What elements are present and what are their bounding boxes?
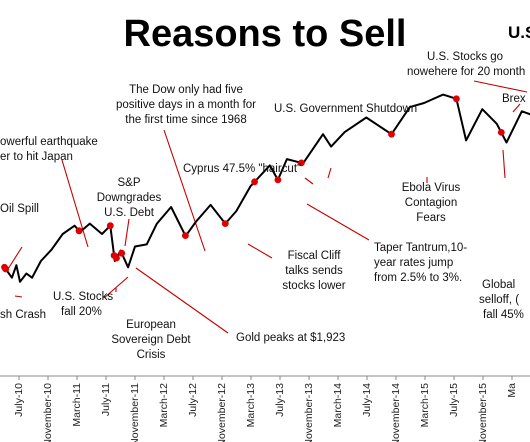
x-tick-label: November-10 — [42, 383, 54, 442]
annotation-oil-spill: Oil Spill — [0, 203, 39, 215]
x-tick-label: March-11 — [71, 383, 83, 427]
annotation-taper-line3: from 2.5% to 3%. — [374, 272, 462, 284]
annotation-euro-line3: Crisis — [137, 349, 166, 361]
annotation-flash-crash: sh Crash — [0, 309, 46, 321]
x-tick-label: July-11 — [100, 383, 112, 416]
leader-dow — [163, 129, 206, 252]
event-marker-1 — [2, 265, 10, 273]
annotation-nowhere-line1: U.S. Stocks go — [427, 51, 503, 63]
event-marker-12 — [298, 159, 305, 167]
x-tick-label: July-10 — [13, 383, 25, 417]
event-marker-9 — [221, 220, 229, 228]
annotation-dow-line2: positive days in a month for — [116, 99, 256, 111]
leader-lines — [7, 80, 528, 334]
x-tick-label: July-12 — [187, 383, 199, 417]
annotation-ebola-line1: Ebola Virus — [402, 182, 461, 194]
price-series — [3, 93, 530, 283]
annotation-stocks20-line2: fall 20% — [61, 306, 102, 318]
annotation-dow-line1: The Dow only had five — [129, 84, 243, 96]
x-tick-label: March-15 — [419, 383, 431, 428]
leader-brexit — [512, 103, 521, 113]
x-tick-labels: July-10 November-10 March-11 July-11 Novembe… — [13, 376, 518, 442]
chart-title: Reasons to Sell — [124, 13, 407, 55]
annotation-stocks20-line1: U.S. Stocks — [53, 291, 113, 303]
x-tick-label: March-12 — [158, 383, 170, 428]
annotation-sp-line3: U.S. Debt — [104, 207, 155, 219]
event-marker-16 — [497, 129, 505, 136]
annotation-earthquake-line2: er to hit Japan — [0, 151, 73, 163]
annotation-brexit: Brex — [502, 93, 526, 105]
annotation-sp-line2: Downgrades — [97, 192, 162, 204]
event-marker-10 — [251, 178, 258, 186]
x-tick-label: March-14 — [332, 383, 344, 428]
annotation-earthquake-line1: owerful earthquake — [0, 136, 98, 148]
event-marker-6 — [113, 254, 120, 262]
event-marker-7 — [118, 249, 126, 257]
x-tick-label: November-14 — [390, 383, 402, 442]
annotation-shutdown: U.S. Government Shutdown — [274, 103, 417, 115]
annotation-cliff-line3: stocks lower — [282, 280, 345, 292]
event-marker-11 — [274, 176, 282, 184]
annotation-cyprus: Cyprus 47.5% "haircut" — [183, 163, 301, 175]
leader-stocks-20 — [103, 276, 129, 299]
annotation-taper-line1: Taper Tantrum,10- — [374, 242, 467, 254]
leader-flash-crash — [14, 295, 23, 298]
event-marker-4 — [106, 222, 114, 230]
leader-gold — [135, 267, 229, 334]
leader-shutdown — [327, 167, 332, 179]
annotation-dow-line3: the first time since 1968 — [125, 114, 246, 126]
event-marker-8 — [182, 232, 189, 240]
leader-global — [502, 149, 506, 179]
x-tick-label: March-13 — [245, 383, 257, 428]
event-marker-13 — [388, 130, 395, 138]
annotation-euro-line1: European — [126, 319, 176, 331]
x-tick-label: November-12 — [216, 383, 228, 442]
leader-cyprus — [304, 177, 314, 185]
annotation-ebola-line2: Contagion — [405, 197, 457, 209]
annotation-cliff-line1: Fiscal Cliff — [288, 250, 342, 262]
annotation-sp-line1: S&P — [117, 177, 140, 189]
annotations: Oil Spill sh Crash owerful earthquake er… — [0, 51, 526, 361]
annotation-euro-line2: Sovereign Debt — [111, 334, 191, 346]
annotation-gold: Gold peaks at $1,923 — [236, 332, 345, 344]
event-markers — [1, 95, 505, 273]
x-tick-label: November-15 — [477, 383, 489, 442]
annotation-nowhere-line2: nowehere for 20 month — [407, 66, 525, 78]
leader-oil-spill — [7, 246, 23, 270]
x-tick-label: November-13 — [303, 383, 315, 442]
price-line — [3, 93, 530, 283]
annotation-cliff-line2: talks sends — [285, 265, 343, 277]
leader-taper — [306, 203, 370, 241]
leader-sp — [124, 218, 130, 247]
x-tick-label: July-15 — [448, 383, 460, 417]
leader-nowhere — [473, 80, 528, 93]
x-tick-label: July-14 — [361, 383, 373, 417]
annotation-ebola-line3: Fears — [416, 212, 446, 224]
x-tick-label: November-11 — [129, 383, 141, 442]
leader-earthquake — [61, 159, 89, 248]
x-tick-label: Ma — [506, 383, 518, 398]
x-tick-label: July-13 — [274, 383, 286, 417]
annotation-global-line1: Global — [482, 279, 515, 291]
annotation-global-line2: selloff, ( — [479, 294, 519, 306]
event-marker-14 — [453, 95, 460, 103]
chart-title-fragment: U.S — [508, 23, 530, 42]
event-marker-3 — [75, 227, 83, 235]
annotation-global-line3: fall 45% — [483, 309, 524, 321]
leader-cliff — [247, 243, 273, 259]
annotation-taper-line2: year rates jump — [374, 257, 453, 269]
